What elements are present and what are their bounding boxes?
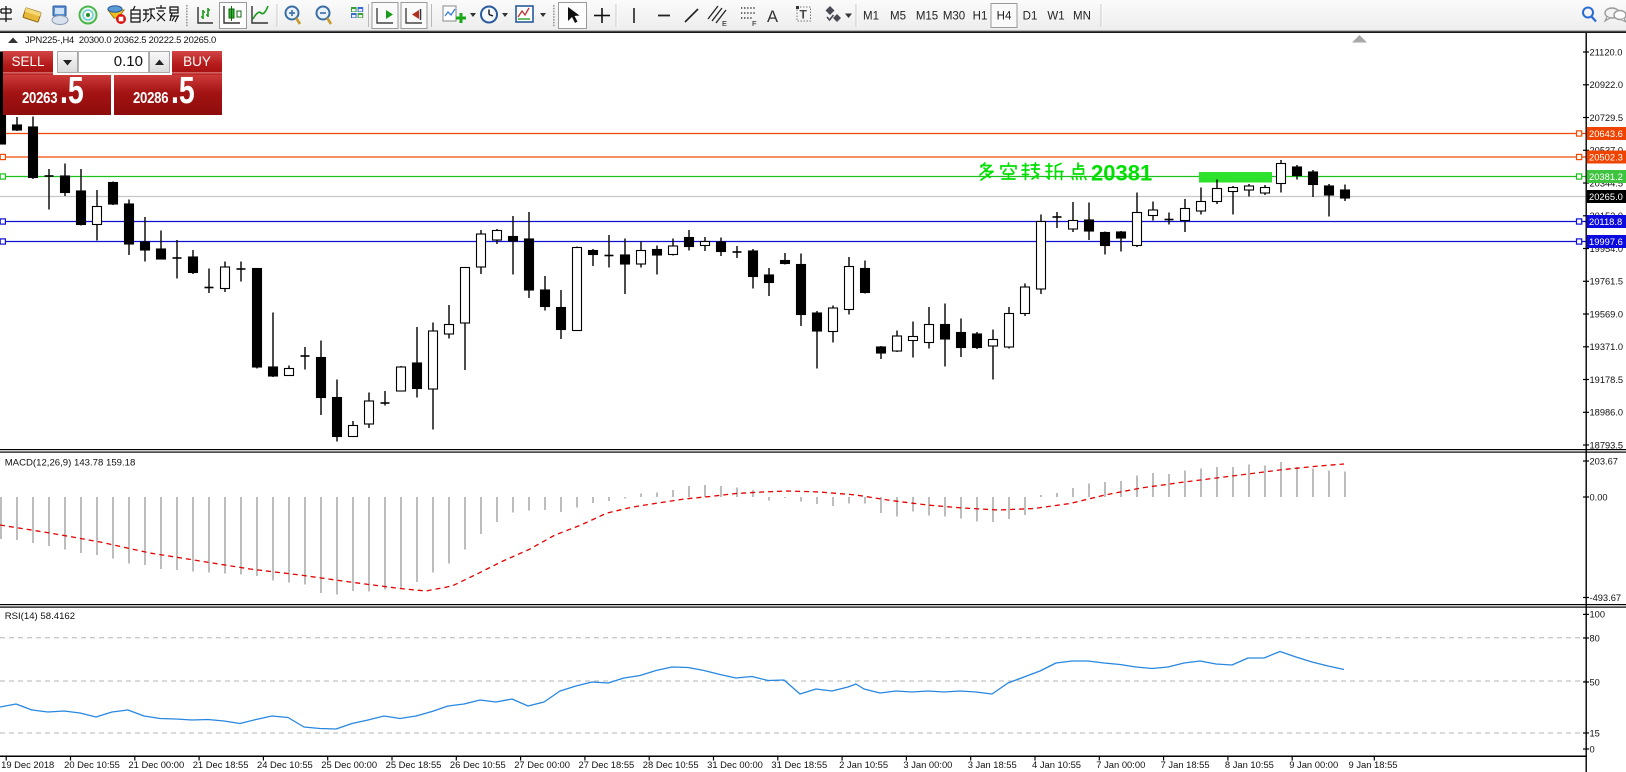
svg-text:25 Dec 18:55: 25 Dec 18:55 [386, 759, 442, 770]
svg-text:9 Jan 18:55: 9 Jan 18:55 [1349, 759, 1398, 770]
svg-text:H4: H4 [997, 11, 1012, 23]
svg-text:25 Dec 00:00: 25 Dec 00:00 [321, 759, 377, 770]
svg-text:F: F [752, 19, 757, 28]
svg-text:0: 0 [1590, 744, 1595, 754]
svg-text:20344.5: 20344.5 [1590, 178, 1624, 188]
svg-text:19 Dec 2018: 19 Dec 2018 [1, 759, 54, 770]
svg-text:80: 80 [1590, 633, 1600, 643]
svg-text:JPN225-,H4 20300.0 20362.5 20: JPN225-,H4 20300.0 20362.5 20222.5 20265… [25, 34, 216, 45]
svg-text:100: 100 [1590, 610, 1606, 620]
svg-text:8 Jan 10:55: 8 Jan 10:55 [1225, 759, 1274, 770]
svg-text:31 Dec 18:55: 31 Dec 18:55 [771, 759, 827, 770]
svg-text:MN: MN [1073, 11, 1091, 23]
svg-text:19954.0: 19954.0 [1590, 244, 1624, 254]
svg-text:19371.0: 19371.0 [1590, 342, 1624, 352]
svg-text:27 Dec 00:00: 27 Dec 00:00 [514, 759, 570, 770]
svg-text:50: 50 [1590, 677, 1600, 687]
svg-text:3 Jan 00:00: 3 Jan 00:00 [903, 759, 952, 770]
svg-text:19569.0: 19569.0 [1590, 309, 1624, 319]
svg-text:MACD(12,26,9) 143.78 159.18: MACD(12,26,9) 143.78 159.18 [5, 457, 136, 468]
svg-text:31 Dec 00:00: 31 Dec 00:00 [707, 759, 763, 770]
svg-text:28 Dec 10:55: 28 Dec 10:55 [643, 759, 699, 770]
svg-text:20265.0: 20265.0 [1589, 191, 1623, 202]
svg-text:T: T [800, 8, 808, 22]
svg-text:-493.67: -493.67 [1590, 593, 1622, 603]
svg-text:26 Dec 10:55: 26 Dec 10:55 [450, 759, 506, 770]
svg-text:20381.2: 20381.2 [1589, 171, 1623, 182]
svg-text:2 Jan 10:55: 2 Jan 10:55 [839, 759, 888, 770]
svg-text:27 Dec 18:55: 27 Dec 18:55 [579, 759, 635, 770]
svg-text:M5: M5 [890, 11, 906, 23]
svg-text:M30: M30 [943, 11, 965, 23]
svg-text:20 Dec 10:55: 20 Dec 10:55 [64, 759, 120, 770]
svg-text:D1: D1 [1023, 11, 1038, 23]
svg-text:21120.0: 21120.0 [1590, 47, 1623, 57]
svg-text:21 Dec 00:00: 21 Dec 00:00 [128, 759, 184, 770]
svg-text:A: A [767, 8, 778, 26]
svg-text:19761.5: 19761.5 [1590, 277, 1624, 287]
svg-text:9 Jan 00:00: 9 Jan 00:00 [1289, 759, 1338, 770]
svg-text:203.67: 203.67 [1590, 456, 1618, 466]
svg-text:20643.6: 20643.6 [1589, 128, 1623, 139]
svg-text:20922.0: 20922.0 [1590, 80, 1624, 90]
svg-text:15: 15 [1590, 728, 1600, 738]
svg-text:20502.3: 20502.3 [1589, 151, 1623, 162]
svg-text:H1: H1 [973, 11, 988, 23]
svg-text:M15: M15 [916, 11, 938, 23]
svg-text:20381: 20381 [1091, 161, 1152, 186]
svg-text:7 Jan 18:55: 7 Jan 18:55 [1161, 759, 1210, 770]
svg-text:0.00: 0.00 [1590, 492, 1608, 502]
svg-text:20118.8: 20118.8 [1589, 216, 1622, 227]
svg-text:W1: W1 [1047, 11, 1064, 23]
svg-text:RSI(14) 58.4162: RSI(14) 58.4162 [5, 611, 75, 622]
svg-text:19178.5: 19178.5 [1590, 375, 1624, 385]
svg-text:18986.0: 18986.0 [1590, 408, 1624, 418]
svg-text:21 Dec 18:55: 21 Dec 18:55 [193, 759, 249, 770]
svg-text:24 Dec 10:55: 24 Dec 10:55 [257, 759, 313, 770]
svg-text:18793.5: 18793.5 [1590, 440, 1624, 450]
svg-text:3 Jan 18:55: 3 Jan 18:55 [968, 759, 1017, 770]
svg-text:20729.5: 20729.5 [1590, 113, 1624, 123]
svg-text:E: E [722, 19, 727, 28]
svg-text:M1: M1 [863, 11, 879, 23]
svg-text:19997.6: 19997.6 [1589, 236, 1623, 247]
svg-text:4 Jan 10:55: 4 Jan 10:55 [1032, 759, 1081, 770]
svg-text:7 Jan 00:00: 7 Jan 00:00 [1096, 759, 1145, 770]
